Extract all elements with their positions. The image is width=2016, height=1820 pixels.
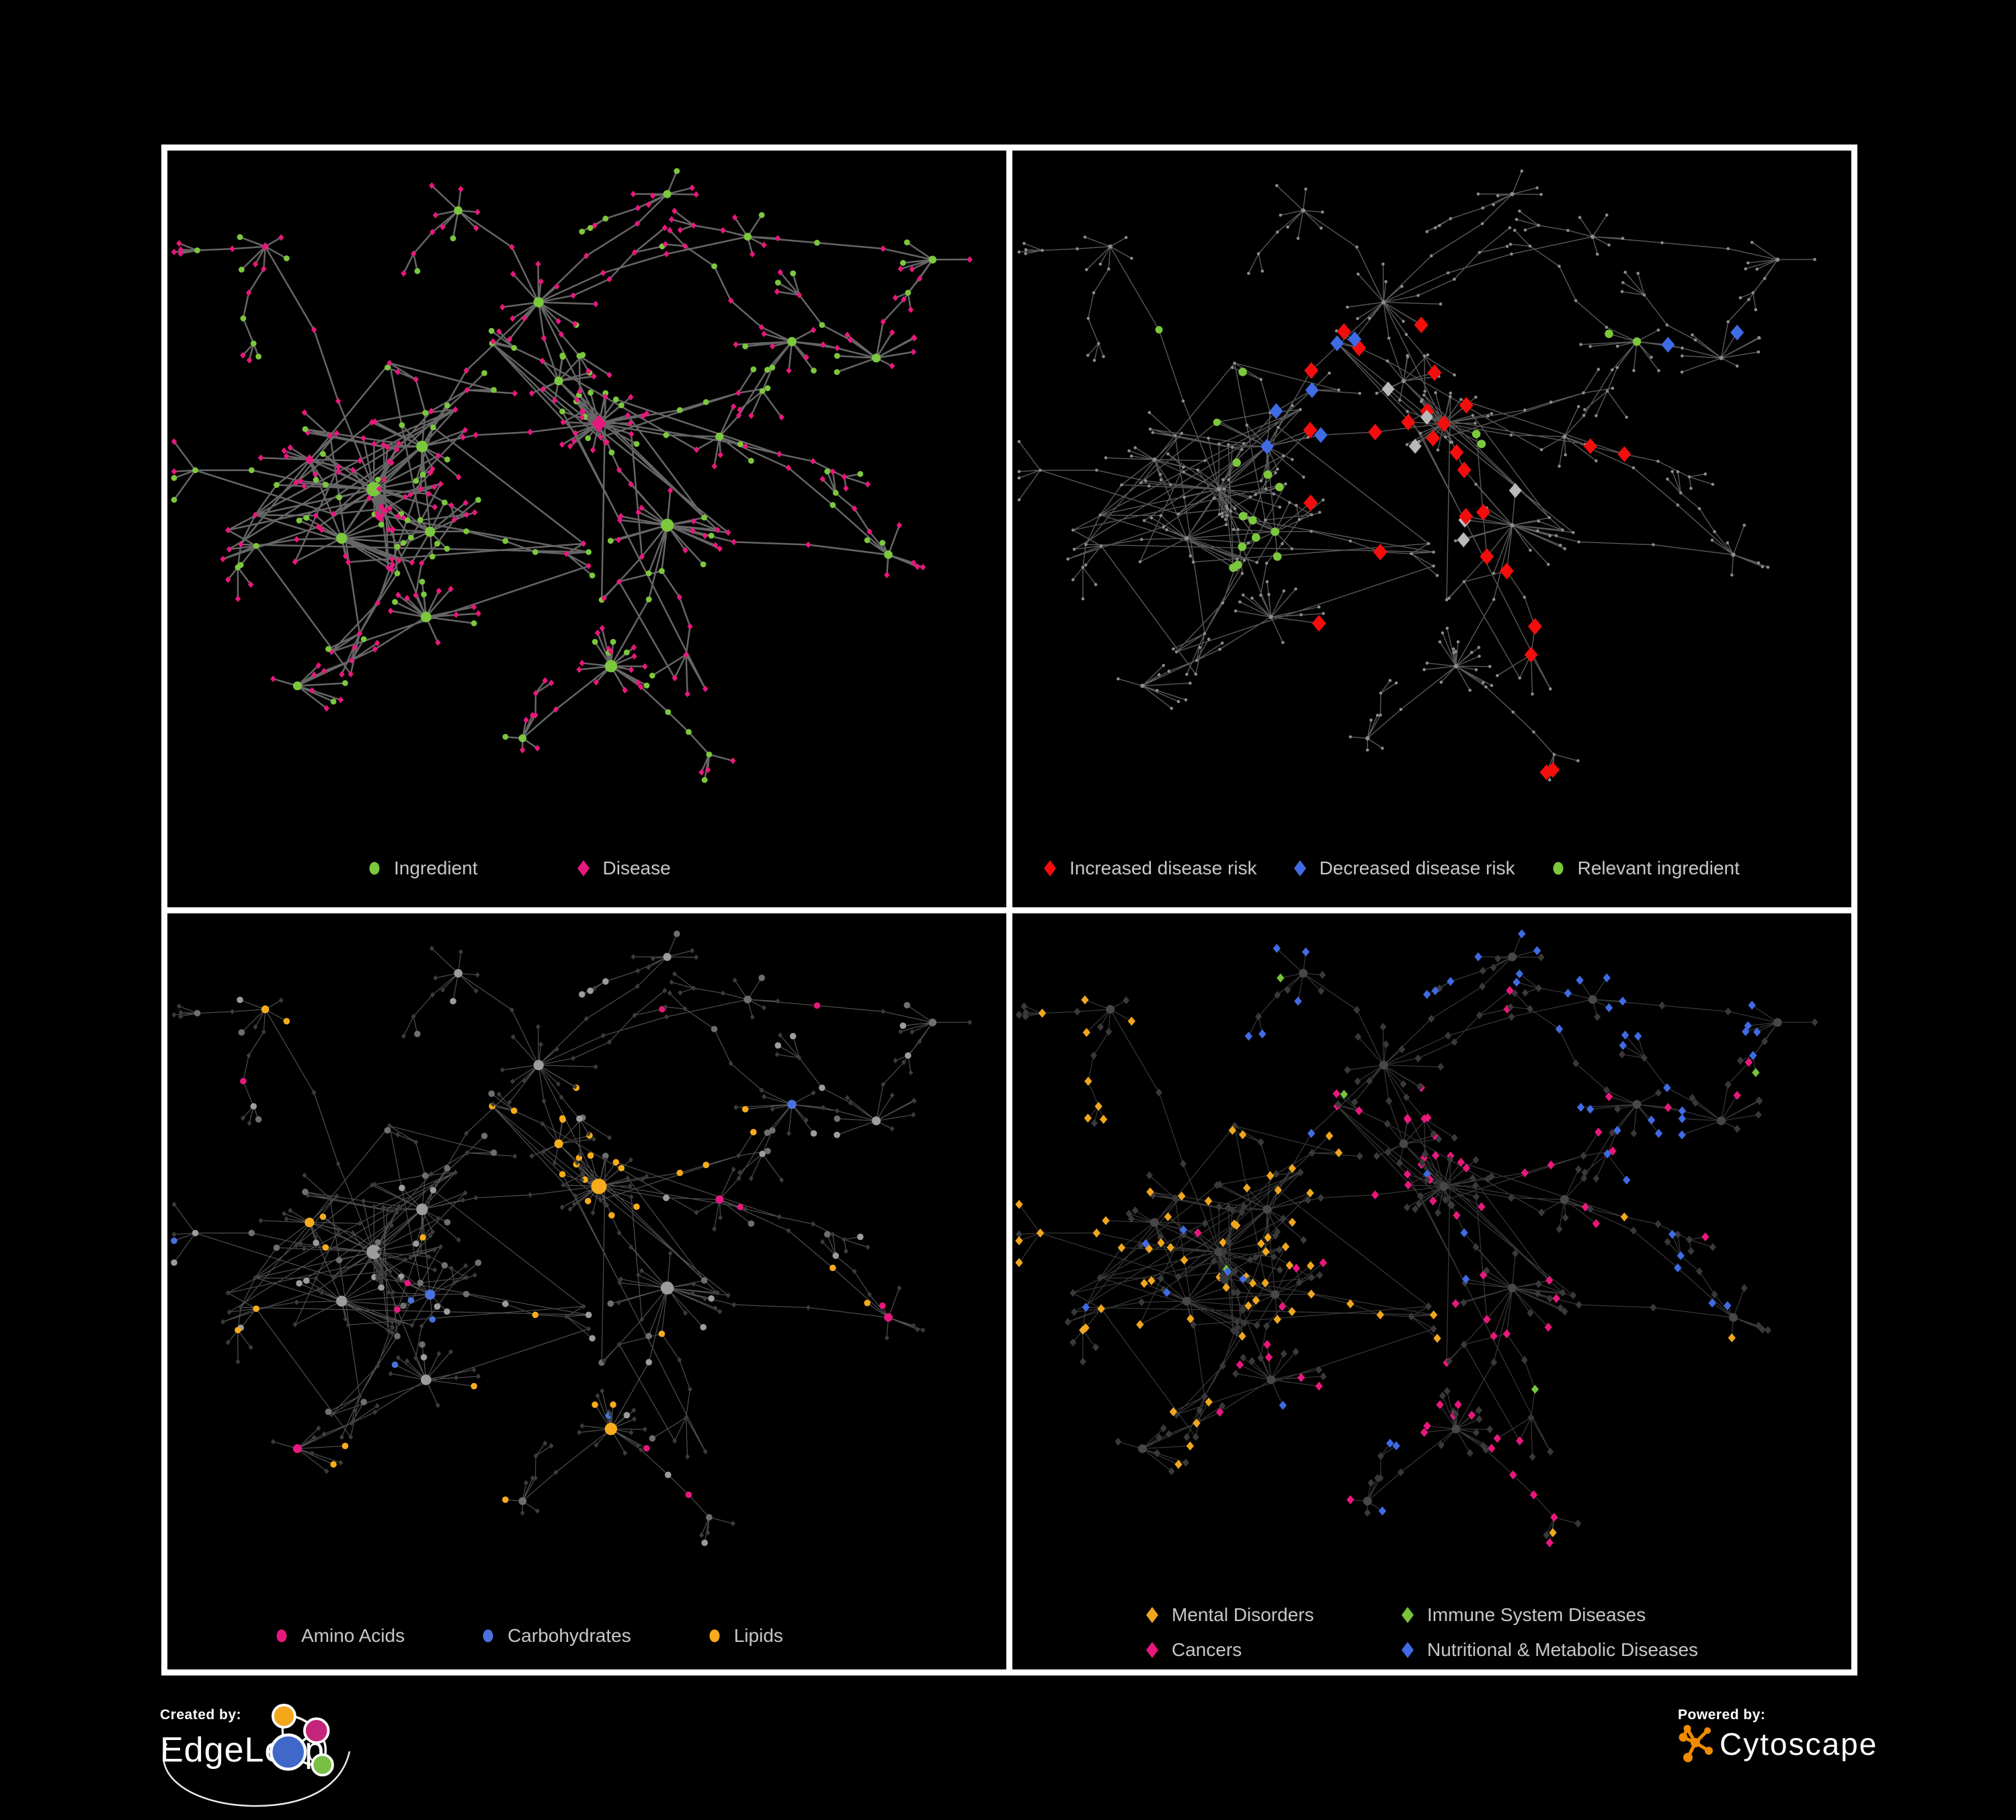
disease-risk-network [1017, 169, 1816, 782]
legend-diamond-icon [1146, 1607, 1158, 1623]
legend-item: Mental Disorders [1144, 1604, 1400, 1626]
legend-label: Mental Disorders [1172, 1604, 1314, 1625]
edgeleap-credit: Created by: EdgeLeap [160, 1704, 402, 1815]
legend-label: Amino Acids [301, 1625, 405, 1646]
legend-diamond-icon [1293, 860, 1306, 876]
legend-circle-icon [276, 1629, 287, 1643]
legend-disease-category: Mental Disorders Immune System Diseases Ca… [1012, 1604, 1851, 1661]
legend-circle-icon [1553, 862, 1564, 874]
legend-label: Decreased disease risk [1319, 857, 1515, 878]
nutrient-class-network [171, 930, 973, 1546]
cytoscape-logo-icon [1679, 1725, 1713, 1762]
legend-diamond-icon [1044, 860, 1056, 876]
legend-diamond-icon [1402, 1642, 1414, 1658]
panel-disease-category: Mental Disorders Immune System Diseases Ca… [1012, 913, 1851, 1669]
legend-diamond-icon [1146, 1642, 1158, 1658]
legend-label: Nutritional & Metabolic Diseases [1427, 1639, 1699, 1660]
legend-label: Immune System Diseases [1427, 1604, 1646, 1625]
legend-label: Lipids [733, 1625, 783, 1646]
legend-nutrient-class: Amino Acids Carbohydrates Lipids [167, 1625, 1006, 1647]
legend-item: Increased disease risk [1042, 858, 1257, 879]
panel-grid: Ingredient Disease Increased disease risk… [161, 144, 1857, 1676]
legend-disease-risk: Increased disease risk Decreased disease … [1012, 858, 1851, 879]
legend-label: Relevant ingredient [1577, 857, 1740, 878]
legend-item: Decreased disease risk [1292, 858, 1515, 879]
legend-item: Cancers [1144, 1639, 1400, 1661]
cytoscape-brand: Cytoscape [1720, 1727, 1878, 1762]
legend-label: Increased disease risk [1070, 857, 1257, 878]
legend-item: Relevant ingredient [1550, 858, 1740, 879]
panel-disease-risk: Increased disease risk Decreased disease … [1012, 151, 1851, 907]
panel-ingredient-disease: Ingredient Disease [167, 151, 1006, 907]
disease-category-network [1015, 929, 1818, 1547]
legend-item: Immune System Diseases [1400, 1604, 1851, 1626]
legend-diamond-icon [1402, 1607, 1414, 1623]
legend-circle-icon [483, 1629, 493, 1643]
legend-label: Cancers [1172, 1639, 1242, 1660]
legend-circle-icon [369, 862, 380, 874]
cytoscape-credit: Powered by: Cytoscape [1678, 1707, 1880, 1815]
legend-item: Nutritional & Metabolic Diseases [1400, 1639, 1851, 1661]
ingredient-disease-network [171, 168, 973, 783]
legend-diamond-icon [577, 860, 590, 876]
legend-label: Disease [602, 857, 671, 878]
legend-label: Carbohydrates [508, 1625, 631, 1646]
legend-item: Carbohydrates [480, 1625, 631, 1647]
edgeleap-logo-icon [270, 1704, 334, 1777]
legend-item: Disease [575, 858, 671, 879]
legend-ingredient-disease: Ingredient Disease [167, 858, 1006, 879]
legend-item: Amino Acids [274, 1625, 405, 1647]
created-by-label: Created by: [160, 1707, 242, 1723]
panel-nutrient-class: Amino Acids Carbohydrates Lipids [167, 913, 1006, 1669]
legend-label: Ingredient [394, 857, 478, 878]
legend-item: Lipids [707, 1625, 783, 1647]
powered-by-label: Powered by: [1678, 1707, 1766, 1723]
legend-circle-icon [709, 1629, 720, 1643]
legend-item: Ingredient [366, 858, 478, 879]
